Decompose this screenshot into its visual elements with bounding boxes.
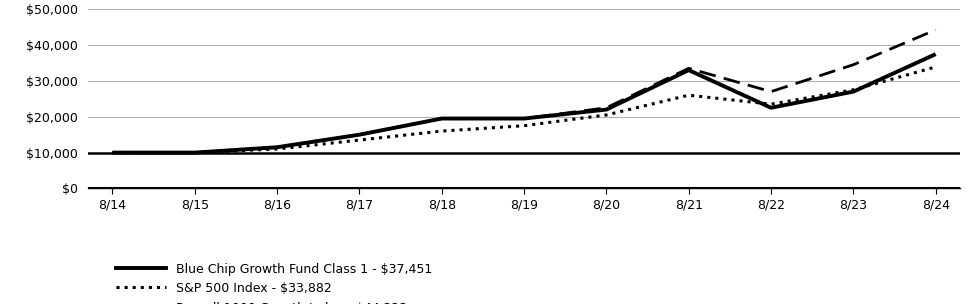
Legend: Blue Chip Growth Fund Class 1 - $37,451, S&P 500 Index - $33,882, Russell 1000 G: Blue Chip Growth Fund Class 1 - $37,451,… (111, 257, 438, 304)
